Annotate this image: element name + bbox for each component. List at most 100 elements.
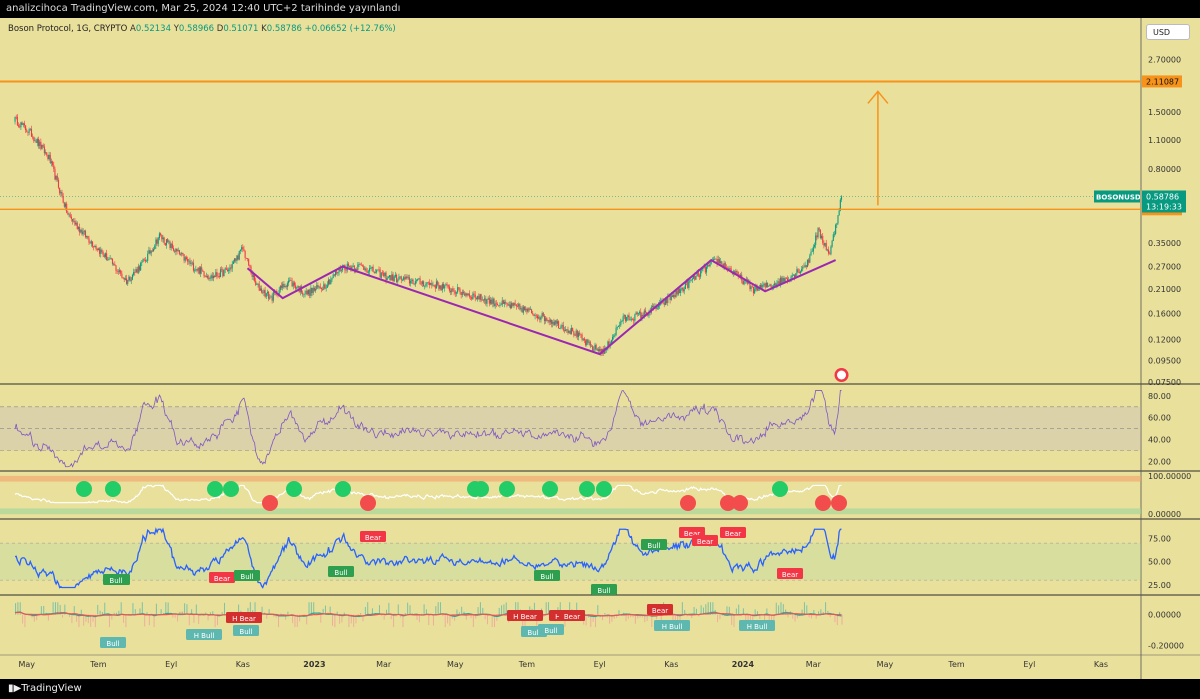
currency-selector[interactable]: USD: [1146, 24, 1190, 40]
candle-body: [406, 276, 408, 278]
bull-signal-label: Bull: [239, 628, 252, 636]
macd-bar: [747, 614, 749, 621]
candle-body: [642, 314, 644, 316]
bull-signal-tag: [233, 625, 259, 636]
candle-body: [351, 266, 353, 270]
candle-body: [331, 278, 333, 280]
candle-body: [346, 263, 348, 271]
macd-bar: [782, 604, 784, 615]
bull-dot: [286, 481, 302, 497]
bull-dot: [335, 481, 351, 497]
level-price-tag: [1142, 75, 1182, 88]
candle-body: [403, 277, 405, 280]
bull-signal-label: H Bull: [194, 632, 215, 640]
macd-bar: [339, 614, 341, 624]
candle-body: [54, 168, 56, 180]
candle-body: [674, 294, 676, 298]
candle-body: [157, 238, 159, 244]
candle-body: [45, 152, 47, 154]
candle-body: [339, 267, 341, 271]
candle-body: [106, 253, 108, 261]
candle-body: [781, 277, 783, 284]
candle-body: [39, 141, 41, 146]
bull-signal-tag: [186, 629, 222, 640]
candle-body: [203, 271, 205, 277]
macd-bar: [637, 614, 639, 619]
candle-body: [610, 340, 612, 345]
candle-body: [691, 278, 693, 280]
candle-body: [80, 229, 82, 233]
macd-bar: [69, 614, 71, 618]
candle-body: [352, 265, 354, 267]
bull-signal-label: Bull: [106, 640, 119, 648]
candle-body: [681, 287, 683, 290]
candle-body: [37, 139, 40, 146]
macd-bar: [771, 614, 773, 623]
candle-body: [484, 298, 486, 301]
candle-body: [794, 274, 796, 278]
candle-body: [26, 130, 28, 133]
candle-body: [300, 286, 303, 293]
candle-body: [774, 283, 776, 286]
candle-body: [390, 275, 392, 281]
macd-bar: [815, 614, 817, 619]
macd-bar: [296, 614, 298, 628]
candle-body: [201, 267, 203, 271]
candle-body: [424, 285, 426, 287]
candle-body: [165, 239, 168, 246]
bear-signal-tag: [692, 535, 718, 546]
candle-body: [107, 259, 109, 261]
candle-body: [325, 287, 327, 289]
symbol-tag: [1094, 190, 1140, 203]
candle-body: [142, 259, 144, 263]
macd-bar: [336, 611, 338, 615]
macd-bar: [719, 614, 721, 620]
macd-bar: [320, 614, 322, 623]
candle-body: [784, 278, 786, 282]
candle-body: [737, 271, 739, 277]
candle-body: [453, 290, 455, 292]
candle-body: [786, 278, 789, 282]
candle-body: [156, 239, 158, 244]
candle-body: [829, 253, 831, 255]
bull-signal-label: Bull: [540, 573, 553, 581]
candle-body: [761, 285, 763, 288]
macd-bar: [458, 612, 460, 615]
macd-bar: [404, 613, 406, 615]
candle-body: [832, 234, 834, 241]
candle-body: [724, 263, 726, 268]
candle-body: [441, 284, 443, 290]
macd-bar: [625, 614, 627, 622]
macd-bar: [52, 602, 54, 615]
macd-bar: [294, 614, 296, 628]
candle-body: [454, 291, 456, 294]
candle-body: [35, 140, 37, 144]
macd-bar: [745, 614, 747, 626]
candle-body: [210, 275, 212, 279]
candle-body: [219, 269, 222, 277]
candle-body: [270, 296, 272, 298]
candle-body: [525, 308, 527, 311]
candle-body: [783, 277, 785, 282]
candle-body: [619, 325, 621, 326]
macd-bar: [90, 614, 92, 627]
macd-bar: [92, 614, 94, 622]
macd-bar: [191, 609, 193, 615]
price-tick-label: 0.21000: [1148, 285, 1181, 294]
macd-bar: [651, 614, 653, 628]
candle-body: [63, 202, 65, 207]
candle-body: [755, 284, 757, 290]
candle-body: [743, 280, 745, 285]
macd-bar: [656, 614, 658, 620]
publish-header: analizcihoca TradingView.com, Mar 25, 20…: [0, 0, 1200, 18]
candle-body: [559, 328, 561, 329]
dots-signal-line: [14, 484, 842, 504]
bear-dot: [262, 495, 278, 511]
macd-bar: [275, 614, 277, 618]
candle-body: [797, 269, 799, 272]
bear-signal-label: Bear: [725, 530, 741, 538]
candle-body: [522, 306, 524, 313]
candle-body: [629, 319, 631, 320]
footer-brand: TradingView: [21, 683, 82, 694]
